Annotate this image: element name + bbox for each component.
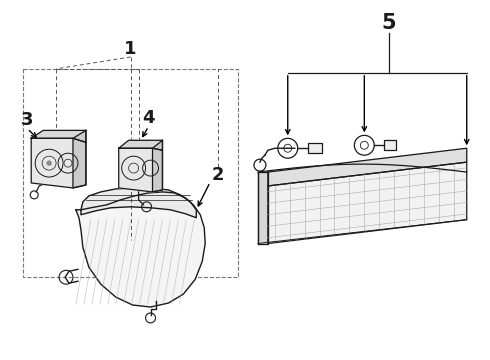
- Polygon shape: [258, 172, 268, 243]
- Polygon shape: [268, 162, 467, 243]
- Polygon shape: [119, 140, 163, 150]
- Bar: [308, 143, 321, 153]
- Polygon shape: [81, 188, 196, 218]
- Bar: [23, 69, 238, 277]
- Polygon shape: [152, 140, 163, 192]
- Polygon shape: [76, 192, 205, 307]
- Polygon shape: [119, 148, 163, 192]
- Text: 5: 5: [382, 13, 396, 33]
- Polygon shape: [31, 138, 86, 188]
- Text: 3: 3: [21, 112, 33, 130]
- Circle shape: [47, 161, 51, 165]
- Polygon shape: [268, 148, 467, 186]
- Text: 2: 2: [212, 166, 224, 184]
- Polygon shape: [31, 130, 86, 142]
- Bar: [384, 140, 396, 150]
- Text: 1: 1: [124, 40, 137, 58]
- Text: 4: 4: [142, 109, 155, 127]
- Polygon shape: [73, 130, 86, 188]
